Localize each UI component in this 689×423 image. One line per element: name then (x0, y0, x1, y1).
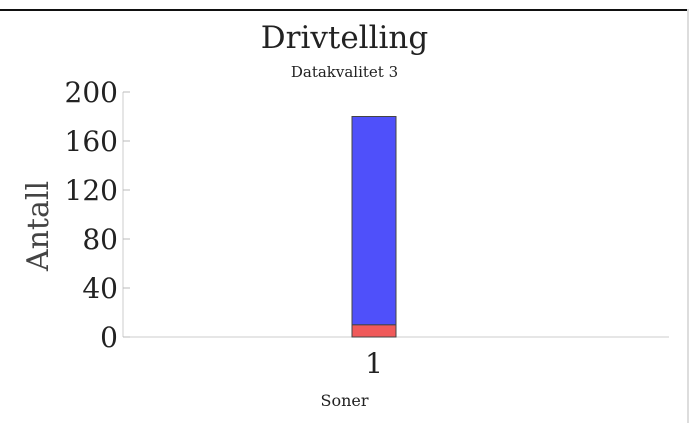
x-axis-label: Soner (320, 391, 369, 410)
y-tick-label: 160 (65, 125, 118, 158)
y-axis-label: Antall (21, 181, 56, 272)
bars-group (351, 116, 397, 338)
axes-group: 0 40 80 120 160 200 1 (65, 76, 669, 380)
y-tick-label: 80 (82, 223, 118, 256)
bar-segment-1 (351, 324, 397, 338)
right-border-line (687, 9, 689, 423)
x-tick-label: 1 (365, 347, 383, 380)
y-tick-label: 40 (82, 272, 118, 305)
y-tick-label: 0 (100, 321, 118, 354)
chart-title-text: Drivtelling (260, 20, 429, 56)
bar-segment-2 (351, 116, 397, 326)
chart-title: Drivtelling (0, 18, 689, 58)
y-tick-label: 200 (65, 76, 118, 109)
chart-subtitle: Datakvalitet 3 (290, 63, 399, 81)
y-tick-label: 120 (65, 174, 118, 207)
top-border-line (0, 9, 689, 11)
